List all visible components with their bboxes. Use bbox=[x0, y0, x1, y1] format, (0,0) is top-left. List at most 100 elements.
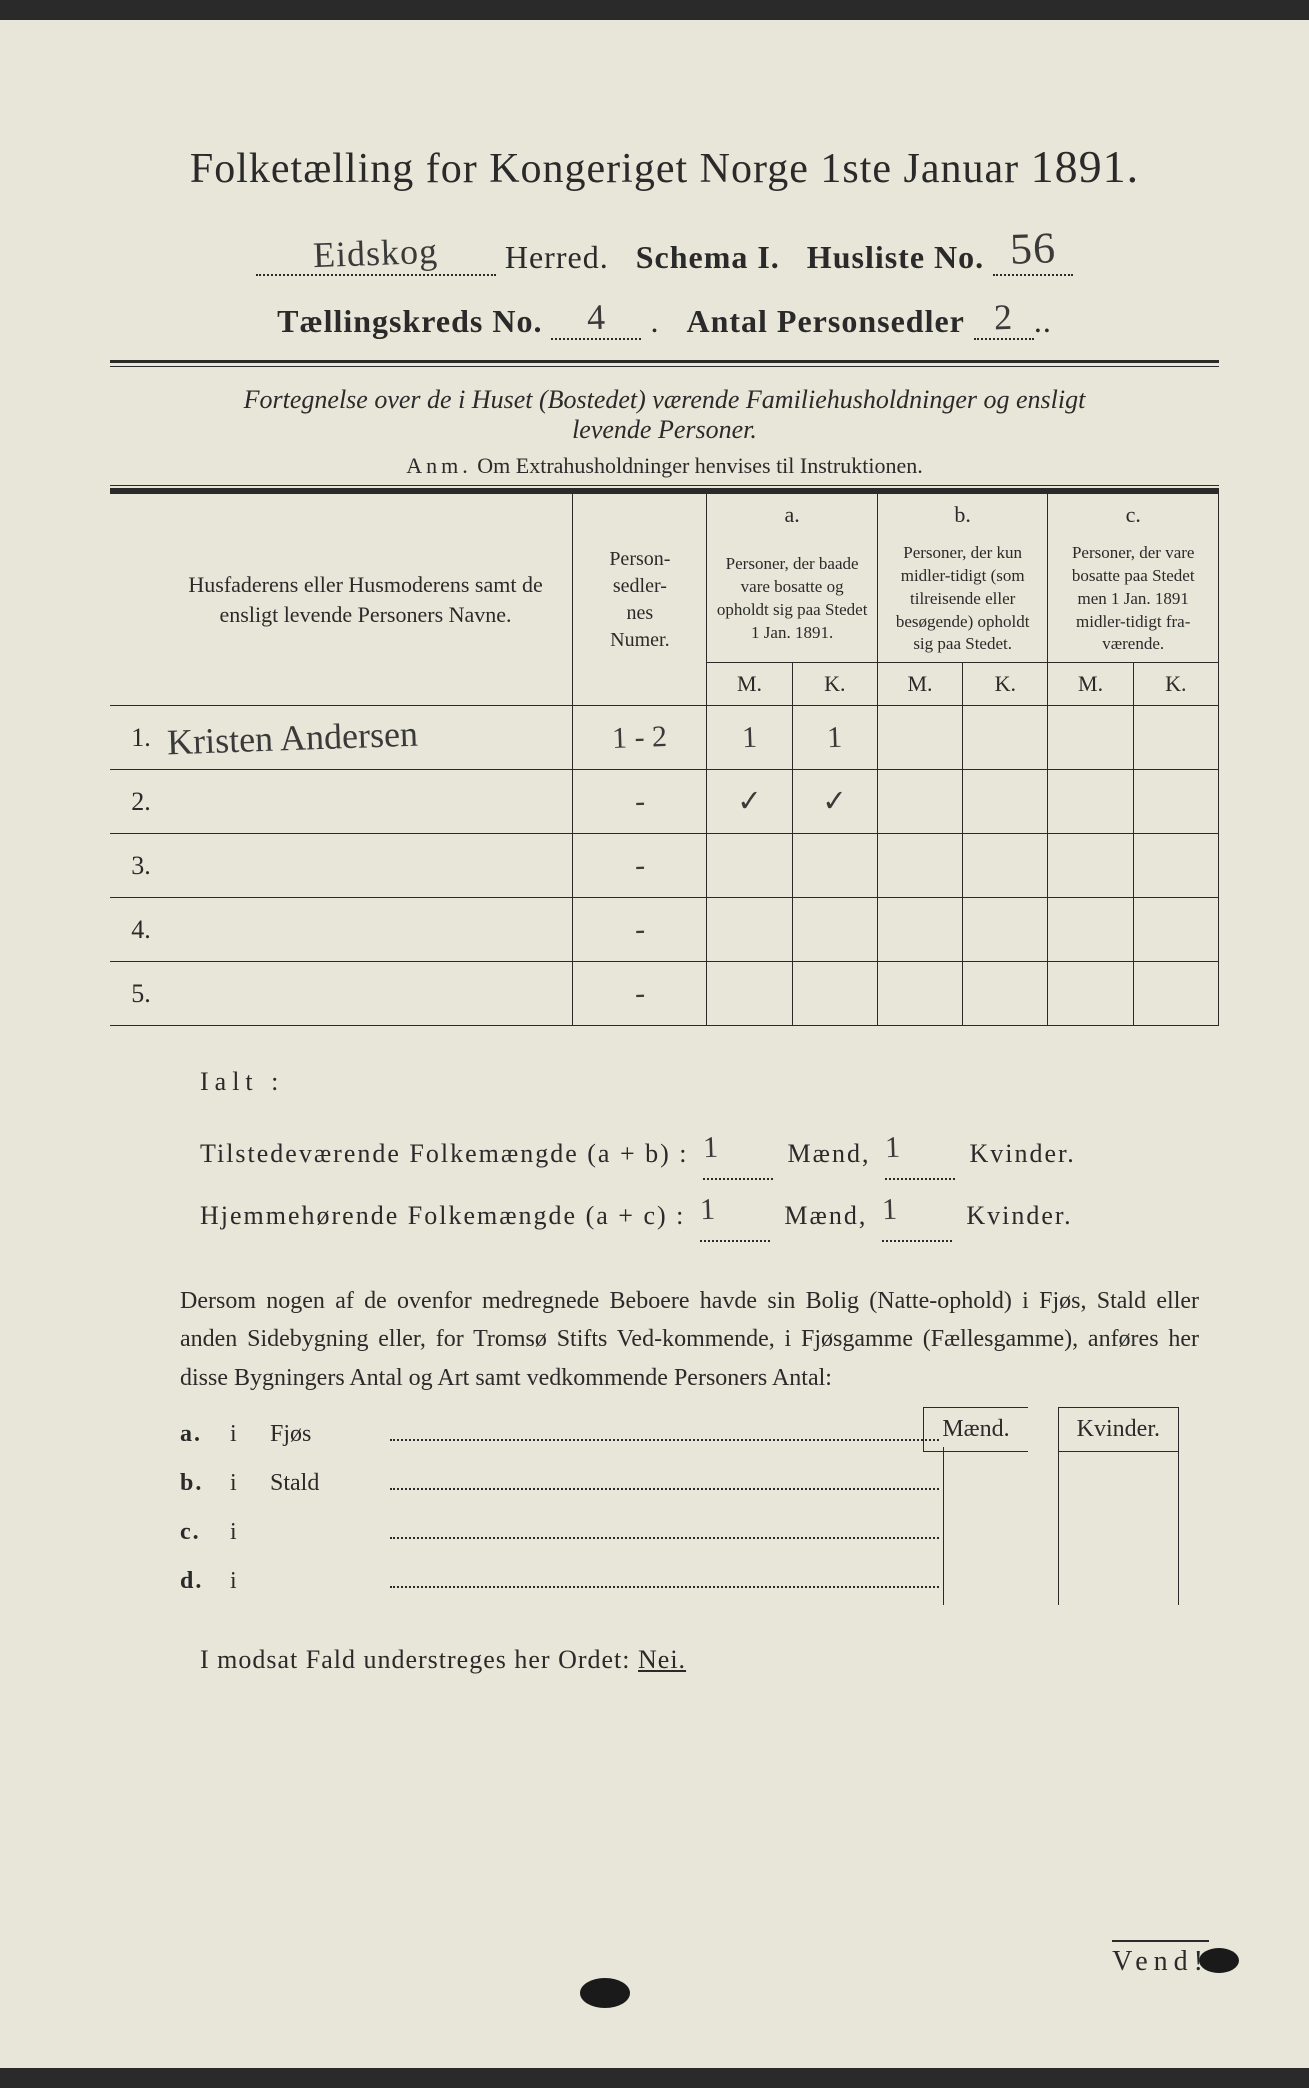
row-name bbox=[159, 770, 573, 834]
footer-nei: Nei. bbox=[638, 1645, 686, 1674]
form-header: Folketælling for Kongeriget Norge 1ste J… bbox=[110, 140, 1219, 340]
row-am bbox=[707, 834, 792, 898]
herred-field: Eidskog bbox=[256, 232, 496, 276]
mk-header: Mænd. Kvinder. bbox=[923, 1407, 1179, 1452]
col-num-head bbox=[110, 493, 159, 706]
row-am: 1 bbox=[707, 706, 792, 770]
row-am bbox=[707, 962, 792, 1026]
census-form-page: Folketælling for Kongeriget Norge 1ste J… bbox=[0, 20, 1309, 2068]
col-a-label: a. bbox=[707, 493, 878, 536]
census-table: Husfaderens eller Husmoderens samt de en… bbox=[110, 491, 1219, 1026]
mk-maend: Mænd. bbox=[923, 1407, 1027, 1452]
table-row: 5.- bbox=[110, 962, 1219, 1026]
row-cm bbox=[1048, 962, 1133, 1026]
building-lbl: b. bbox=[180, 1470, 230, 1497]
vert-sep-2 bbox=[1058, 1447, 1059, 1605]
table-row: 4.- bbox=[110, 898, 1219, 962]
sum1-kvinder: Kvinder. bbox=[969, 1139, 1075, 1168]
row-ak: 1 bbox=[792, 706, 877, 770]
a-m: M. bbox=[707, 663, 792, 706]
abc-row: Husfaderens eller Husmoderens samt de en… bbox=[110, 493, 1219, 536]
row-num: 1. bbox=[110, 706, 159, 770]
row-am: ✓ bbox=[707, 770, 792, 834]
ink-blot bbox=[580, 1978, 630, 2008]
row-name bbox=[159, 962, 573, 1026]
row-cm bbox=[1048, 834, 1133, 898]
building-row: b.iStald bbox=[180, 1466, 1219, 1497]
annotation: Anm. Om Extrahusholdninger henvises til … bbox=[110, 453, 1219, 479]
row-cm bbox=[1048, 770, 1133, 834]
c-m: M. bbox=[1048, 663, 1133, 706]
row-bk bbox=[963, 706, 1048, 770]
row-bm bbox=[877, 706, 962, 770]
row-ak: ✓ bbox=[792, 770, 877, 834]
kreds-field: 4 bbox=[551, 296, 641, 340]
row-name bbox=[159, 834, 573, 898]
sum1-maend: Mænd, bbox=[788, 1139, 871, 1168]
sum1-k-field: 1 bbox=[885, 1118, 955, 1180]
paragraph: Dersom nogen af de ovenfor medregnede Be… bbox=[180, 1282, 1199, 1397]
sum1-label: Tilstedeværende Folkemængde (a + b) : bbox=[200, 1139, 689, 1168]
building-block: Mænd. Kvinder. a.iFjøsb.iStaldc.id.i bbox=[180, 1417, 1219, 1595]
anm-label: Anm. bbox=[406, 453, 472, 478]
row-cm bbox=[1048, 706, 1133, 770]
col-b-label: b. bbox=[877, 493, 1048, 536]
c-k: K. bbox=[1133, 663, 1218, 706]
row-name: Kristen Andersen bbox=[159, 706, 573, 770]
subtitle: Fortegnelse over de i Huset (Bostedet) v… bbox=[110, 385, 1219, 445]
building-lbl: d. bbox=[180, 1568, 230, 1595]
vend-label: Vend! bbox=[1112, 1940, 1209, 1978]
building-i: i bbox=[230, 1519, 270, 1546]
table-body: 1.Kristen Andersen1 - 2112.-✓✓3.-4.-5.- bbox=[110, 706, 1219, 1026]
sum-line-1: Tilstedeværende Folkemængde (a + b) : 1 … bbox=[200, 1118, 1219, 1180]
row-bk bbox=[963, 770, 1048, 834]
table-head: Husfaderens eller Husmoderens samt de en… bbox=[110, 493, 1219, 706]
building-typ: Fjøs bbox=[270, 1421, 390, 1448]
col-a-desc: Personer, der baade vare bosatte og opho… bbox=[707, 536, 878, 663]
herred-value: Eidskog bbox=[313, 230, 439, 276]
sum2-kvinder: Kvinder. bbox=[966, 1201, 1072, 1230]
husliste-field: 56 bbox=[993, 223, 1073, 276]
dots bbox=[390, 1515, 939, 1539]
herred-label: Herred. bbox=[505, 239, 609, 275]
header-row-3: Tællingskreds No. 4 . Antal Personsedler… bbox=[110, 296, 1219, 340]
personsedler-label: Antal Personsedler bbox=[686, 303, 964, 339]
row-bk bbox=[963, 898, 1048, 962]
vert-sep-1 bbox=[943, 1447, 944, 1605]
row-num: 5. bbox=[110, 962, 159, 1026]
table-row: 2.-✓✓ bbox=[110, 770, 1219, 834]
building-i: i bbox=[230, 1470, 270, 1497]
row-sedler: 1 - 2 bbox=[573, 706, 707, 770]
table-row: 1.Kristen Andersen1 - 211 bbox=[110, 706, 1219, 770]
row-sedler: - bbox=[573, 834, 707, 898]
row-bm bbox=[877, 770, 962, 834]
row-ck bbox=[1133, 834, 1218, 898]
row-sedler: - bbox=[573, 770, 707, 834]
row-ck bbox=[1133, 706, 1218, 770]
sum-line-2: Hjemmehørende Folkemængde (a + c) : 1 Mæ… bbox=[200, 1180, 1219, 1242]
row-ak bbox=[792, 898, 877, 962]
col-c-label: c. bbox=[1048, 493, 1219, 536]
col-name-head: Husfaderens eller Husmoderens samt de en… bbox=[159, 493, 573, 706]
row-name bbox=[159, 898, 573, 962]
row-bm bbox=[877, 898, 962, 962]
col-c-desc: Personer, der vare bosatte paa Stedet me… bbox=[1048, 536, 1219, 663]
building-row: c.i bbox=[180, 1515, 1219, 1546]
title-prefix: Folketælling for Kongeriget Norge 1ste J… bbox=[190, 146, 1019, 192]
kreds-value: 4 bbox=[586, 296, 606, 339]
title-line: Folketælling for Kongeriget Norge 1ste J… bbox=[110, 140, 1219, 193]
sum2-maend: Mænd, bbox=[784, 1201, 867, 1230]
sum2-m-field: 1 bbox=[700, 1180, 770, 1242]
footer-prefix: I modsat Fald understreges her Ordet: bbox=[200, 1645, 631, 1674]
personsedler-field: 2 bbox=[974, 296, 1034, 340]
row-sedler: - bbox=[573, 898, 707, 962]
horizontal-rule bbox=[110, 360, 1219, 367]
building-typ: Stald bbox=[270, 1470, 390, 1497]
building-lbl: c. bbox=[180, 1519, 230, 1546]
ialt-label: Ialt : bbox=[200, 1056, 1219, 1108]
a-k: K. bbox=[792, 663, 877, 706]
building-i: i bbox=[230, 1421, 270, 1448]
building-lbl: a. bbox=[180, 1421, 230, 1448]
row-num: 2. bbox=[110, 770, 159, 834]
b-k: K. bbox=[963, 663, 1048, 706]
